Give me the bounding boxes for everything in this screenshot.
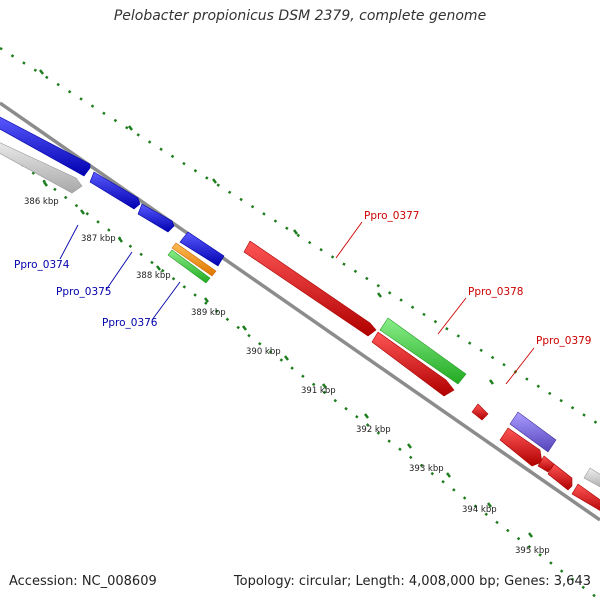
genome-summary-text: Topology: circular; Length: 4,008,000 bp…: [233, 574, 591, 589]
gene-red-3[interactable]: [499, 427, 543, 467]
gene-label-ppro-0376[interactable]: Ppro_0376: [102, 317, 158, 329]
gene-ppro-0376-block[interactable]: [137, 203, 175, 233]
gene-label-ppro-0379[interactable]: Ppro_0379: [536, 335, 592, 347]
tick-label: 387 kbp: [81, 234, 116, 244]
tick-label: 392 kbp: [356, 425, 391, 435]
gene-purple[interactable]: [509, 411, 557, 453]
genome-backbone: [0, 101, 600, 522]
accession-text: Accession: NC_008609: [9, 574, 157, 589]
gene-ppro-0375[interactable]: [89, 171, 141, 210]
gene-red-5[interactable]: [547, 463, 573, 491]
gene-grey-right: [583, 467, 600, 488]
inner-dotted-ring: [0, 147, 600, 600]
tick-label: 393 kbp: [409, 464, 444, 474]
gene-label-ppro-0378[interactable]: Ppro_0378: [468, 286, 524, 298]
gene-blue-reverse[interactable]: [179, 231, 225, 267]
tick-label: 389 kbp: [191, 308, 226, 318]
gene-red-2[interactable]: [371, 331, 455, 397]
gene-ppro-0378[interactable]: [379, 317, 467, 385]
gene-green-small[interactable]: [167, 249, 211, 284]
tick-label: 395 kbp: [515, 546, 550, 556]
page-title: Pelobacter propionicus DSM 2379, complet…: [113, 8, 487, 24]
kbp-ticks: [43, 181, 533, 538]
tick-label: 391 kbp: [301, 386, 336, 396]
gene-label-ppro-0377[interactable]: Ppro_0377: [364, 210, 420, 222]
gene-label-ppro-0374[interactable]: Ppro_0374: [14, 259, 70, 271]
tick-label: 394 kbp: [462, 505, 497, 515]
tick-label: 388 kbp: [136, 271, 171, 281]
gene-label-ppro-0375[interactable]: Ppro_0375: [56, 286, 112, 298]
gene-track: [0, 116, 600, 514]
outer-ticks: [39, 69, 494, 385]
gene-ppro-0374[interactable]: [0, 116, 91, 177]
gene-red-6[interactable]: [571, 483, 600, 514]
tick-label: 386 kbp: [24, 197, 59, 207]
gene-orange[interactable]: [171, 242, 217, 277]
tick-label: 390 kbp: [246, 347, 281, 357]
label-leaders: [59, 221, 535, 385]
gene-ppro-0377[interactable]: [243, 240, 377, 337]
gene-grey-left: [0, 142, 83, 194]
gene-ppro-0379-small[interactable]: [471, 403, 489, 421]
